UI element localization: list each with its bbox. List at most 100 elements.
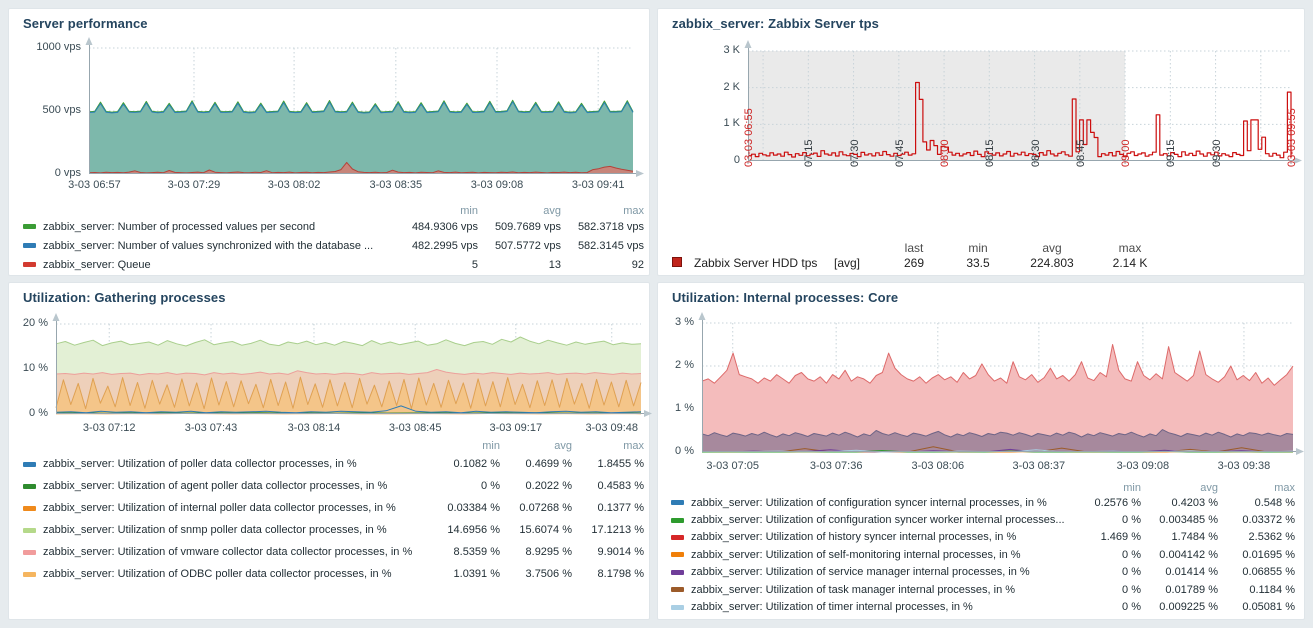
legend-value-min: 14.6956 % (447, 524, 500, 536)
legend-row: zabbix_server: Utilization of self-monit… (671, 546, 1295, 563)
x-axis-arrow-icon (644, 410, 652, 417)
legend-header: min avg max (23, 439, 644, 453)
legend-label: zabbix_server: Utilization of poller dat… (43, 458, 357, 470)
y-axis-arrow-icon (52, 313, 60, 321)
legend-value-avg: 0.07268 % (519, 502, 572, 514)
legend-value-min: 0.03384 % (447, 502, 500, 514)
legend-value-min: 0 % (1122, 566, 1141, 579)
legend-value-avg: 0.009225 % (1159, 601, 1218, 614)
legend-column-header: min (482, 440, 500, 452)
legend-label: zabbix_server: Queue (43, 258, 151, 271)
legend-label: zabbix_server: Utilization of self-monit… (691, 548, 1021, 561)
legend-label: zabbix_server: Utilization of service ma… (691, 566, 1030, 579)
x-axis-label: 3-03 07:05 (706, 460, 760, 472)
legend-value-avg: 13 (548, 258, 561, 271)
chart-canvas (85, 37, 644, 177)
legend-swatch (671, 552, 684, 558)
widget-title: Utilization: Internal processes: Core (672, 290, 899, 305)
legend-value-max: 0.1184 % (1249, 583, 1295, 596)
legend-row: zabbix_server: Utilization of service ma… (671, 564, 1295, 581)
legend-swatch (23, 461, 36, 467)
legend-value-min: 482.2995 vps (411, 239, 478, 252)
y-axis-label: 1000 vps (36, 41, 81, 53)
legend-label: zabbix_server: Utilization of vmware col… (43, 546, 413, 558)
legend-value-avg: 8.9295 % (525, 546, 572, 558)
widget-title: Server performance (23, 16, 148, 31)
legend-column-header: avg (1042, 240, 1062, 255)
legend-swatch (671, 500, 684, 506)
legend-value-max: 0.03372 % (1242, 514, 1295, 527)
legend-swatch (23, 505, 36, 511)
legend-value-max: 1.8455 % (597, 458, 644, 470)
legend-row: zabbix_server: Utilization of poller dat… (23, 453, 644, 475)
legend-value-max: 0.05081 % (1242, 601, 1295, 614)
legend-header: min avg max (23, 204, 644, 217)
legend-label: zabbix_server: Utilization of history sy… (691, 531, 1017, 544)
legend-value-avg: 0.003485 % (1159, 514, 1218, 527)
legend-value-min: 0 % (1122, 601, 1141, 614)
x-axis-label: 3-03 09:08 (1116, 460, 1170, 472)
legend-value-min: 8.5359 % (453, 546, 500, 558)
legend-row: zabbix_server: Utilization of ODBC polle… (23, 563, 644, 585)
legend-label: zabbix_server: Utilization of snmp polle… (43, 524, 387, 536)
legend-column-header: max (1274, 482, 1295, 494)
y-axis-arrow-icon (744, 40, 752, 48)
x-axis-label: 3-03 08:02 (267, 179, 321, 191)
legend-column-header: min (1123, 482, 1141, 494)
utilization-internal-core-graph[interactable] (698, 312, 1304, 455)
x-axis-label: 3-03 07:12 (82, 422, 136, 434)
series-line (55, 336, 642, 347)
legend-column-header: max (1118, 240, 1142, 255)
x-axis-label: 3-03 07:36 (809, 460, 863, 472)
y-axis-arrow-icon (698, 312, 706, 320)
legend-value-min: 0 % (1122, 583, 1141, 596)
legend-value-max: 0.1377 % (597, 502, 644, 514)
series-line (88, 101, 634, 114)
legend-swatch (671, 569, 684, 575)
legend-column-header: last (904, 240, 924, 255)
utilization-gathering-graph[interactable] (52, 313, 652, 417)
legend-value-max: 8.1798 % (597, 568, 644, 580)
legend-swatch (671, 604, 684, 610)
series-line (748, 81, 1292, 159)
x-axis-label: 3-03 08:37 (1012, 460, 1066, 472)
legend-row: zabbix_server: Utilization of internal p… (23, 497, 644, 519)
legend-row: zabbix_server: Queue 5 13 92 (23, 255, 644, 274)
legend-value-min: 484.9306 vps (411, 220, 478, 233)
legend-column-header: min (968, 240, 988, 255)
legend-value-max: 92 (631, 258, 644, 271)
y-axis-label: 1 K (723, 117, 740, 130)
legend-label: zabbix_server: Number of values synchron… (43, 239, 374, 252)
legend-row: zabbix_server: Utilization of configurat… (671, 511, 1295, 528)
legend-value-min: 0 % (481, 480, 500, 492)
x-axis-label: 3-03 08:14 (287, 422, 341, 434)
legend-value-min: 1.0391 % (453, 568, 500, 580)
legend-value-max: 582.3145 vps (577, 239, 644, 252)
legend-row: zabbix_server: Number of values synchron… (23, 236, 644, 255)
y-axis-label: 2 K (723, 80, 740, 93)
widget-zabbix-server-tps: zabbix_server: Zabbix Server tps 0 1 K 2 K… (657, 8, 1305, 276)
legend-value-avg: 1.7484 % (1171, 531, 1218, 544)
legend-swatch (671, 587, 684, 593)
legend-value-avg: 0.004142 % (1159, 548, 1218, 561)
legend-label: zabbix_server: Number of processed value… (43, 220, 316, 233)
legend-value-max: 9.9014 % (597, 546, 644, 558)
legend-row: zabbix_server: Number of processed value… (23, 217, 644, 236)
legend-value-max: 0.06855 % (1242, 566, 1295, 579)
legend-function: [avg] (834, 255, 861, 270)
widget-title: zabbix_server: Zabbix Server tps (672, 16, 879, 31)
series-line (55, 369, 642, 376)
legend-swatch (23, 224, 36, 229)
legend-label: zabbix_server: Utilization of ODBC polle… (43, 568, 392, 580)
zabbix-server-tps-graph[interactable] (744, 40, 1302, 164)
legend-swatch (23, 571, 36, 577)
series-line (55, 405, 642, 414)
legend-value-avg: 3.7506 % (525, 568, 572, 580)
legend-value-avg: 507.5772 vps (494, 239, 561, 252)
server-performance-graph[interactable] (85, 37, 644, 177)
y-axis-label: 3 % (675, 316, 694, 328)
legend-swatch (671, 534, 684, 540)
legend-header: min avg max (671, 482, 1295, 494)
legend-swatch (23, 483, 36, 489)
